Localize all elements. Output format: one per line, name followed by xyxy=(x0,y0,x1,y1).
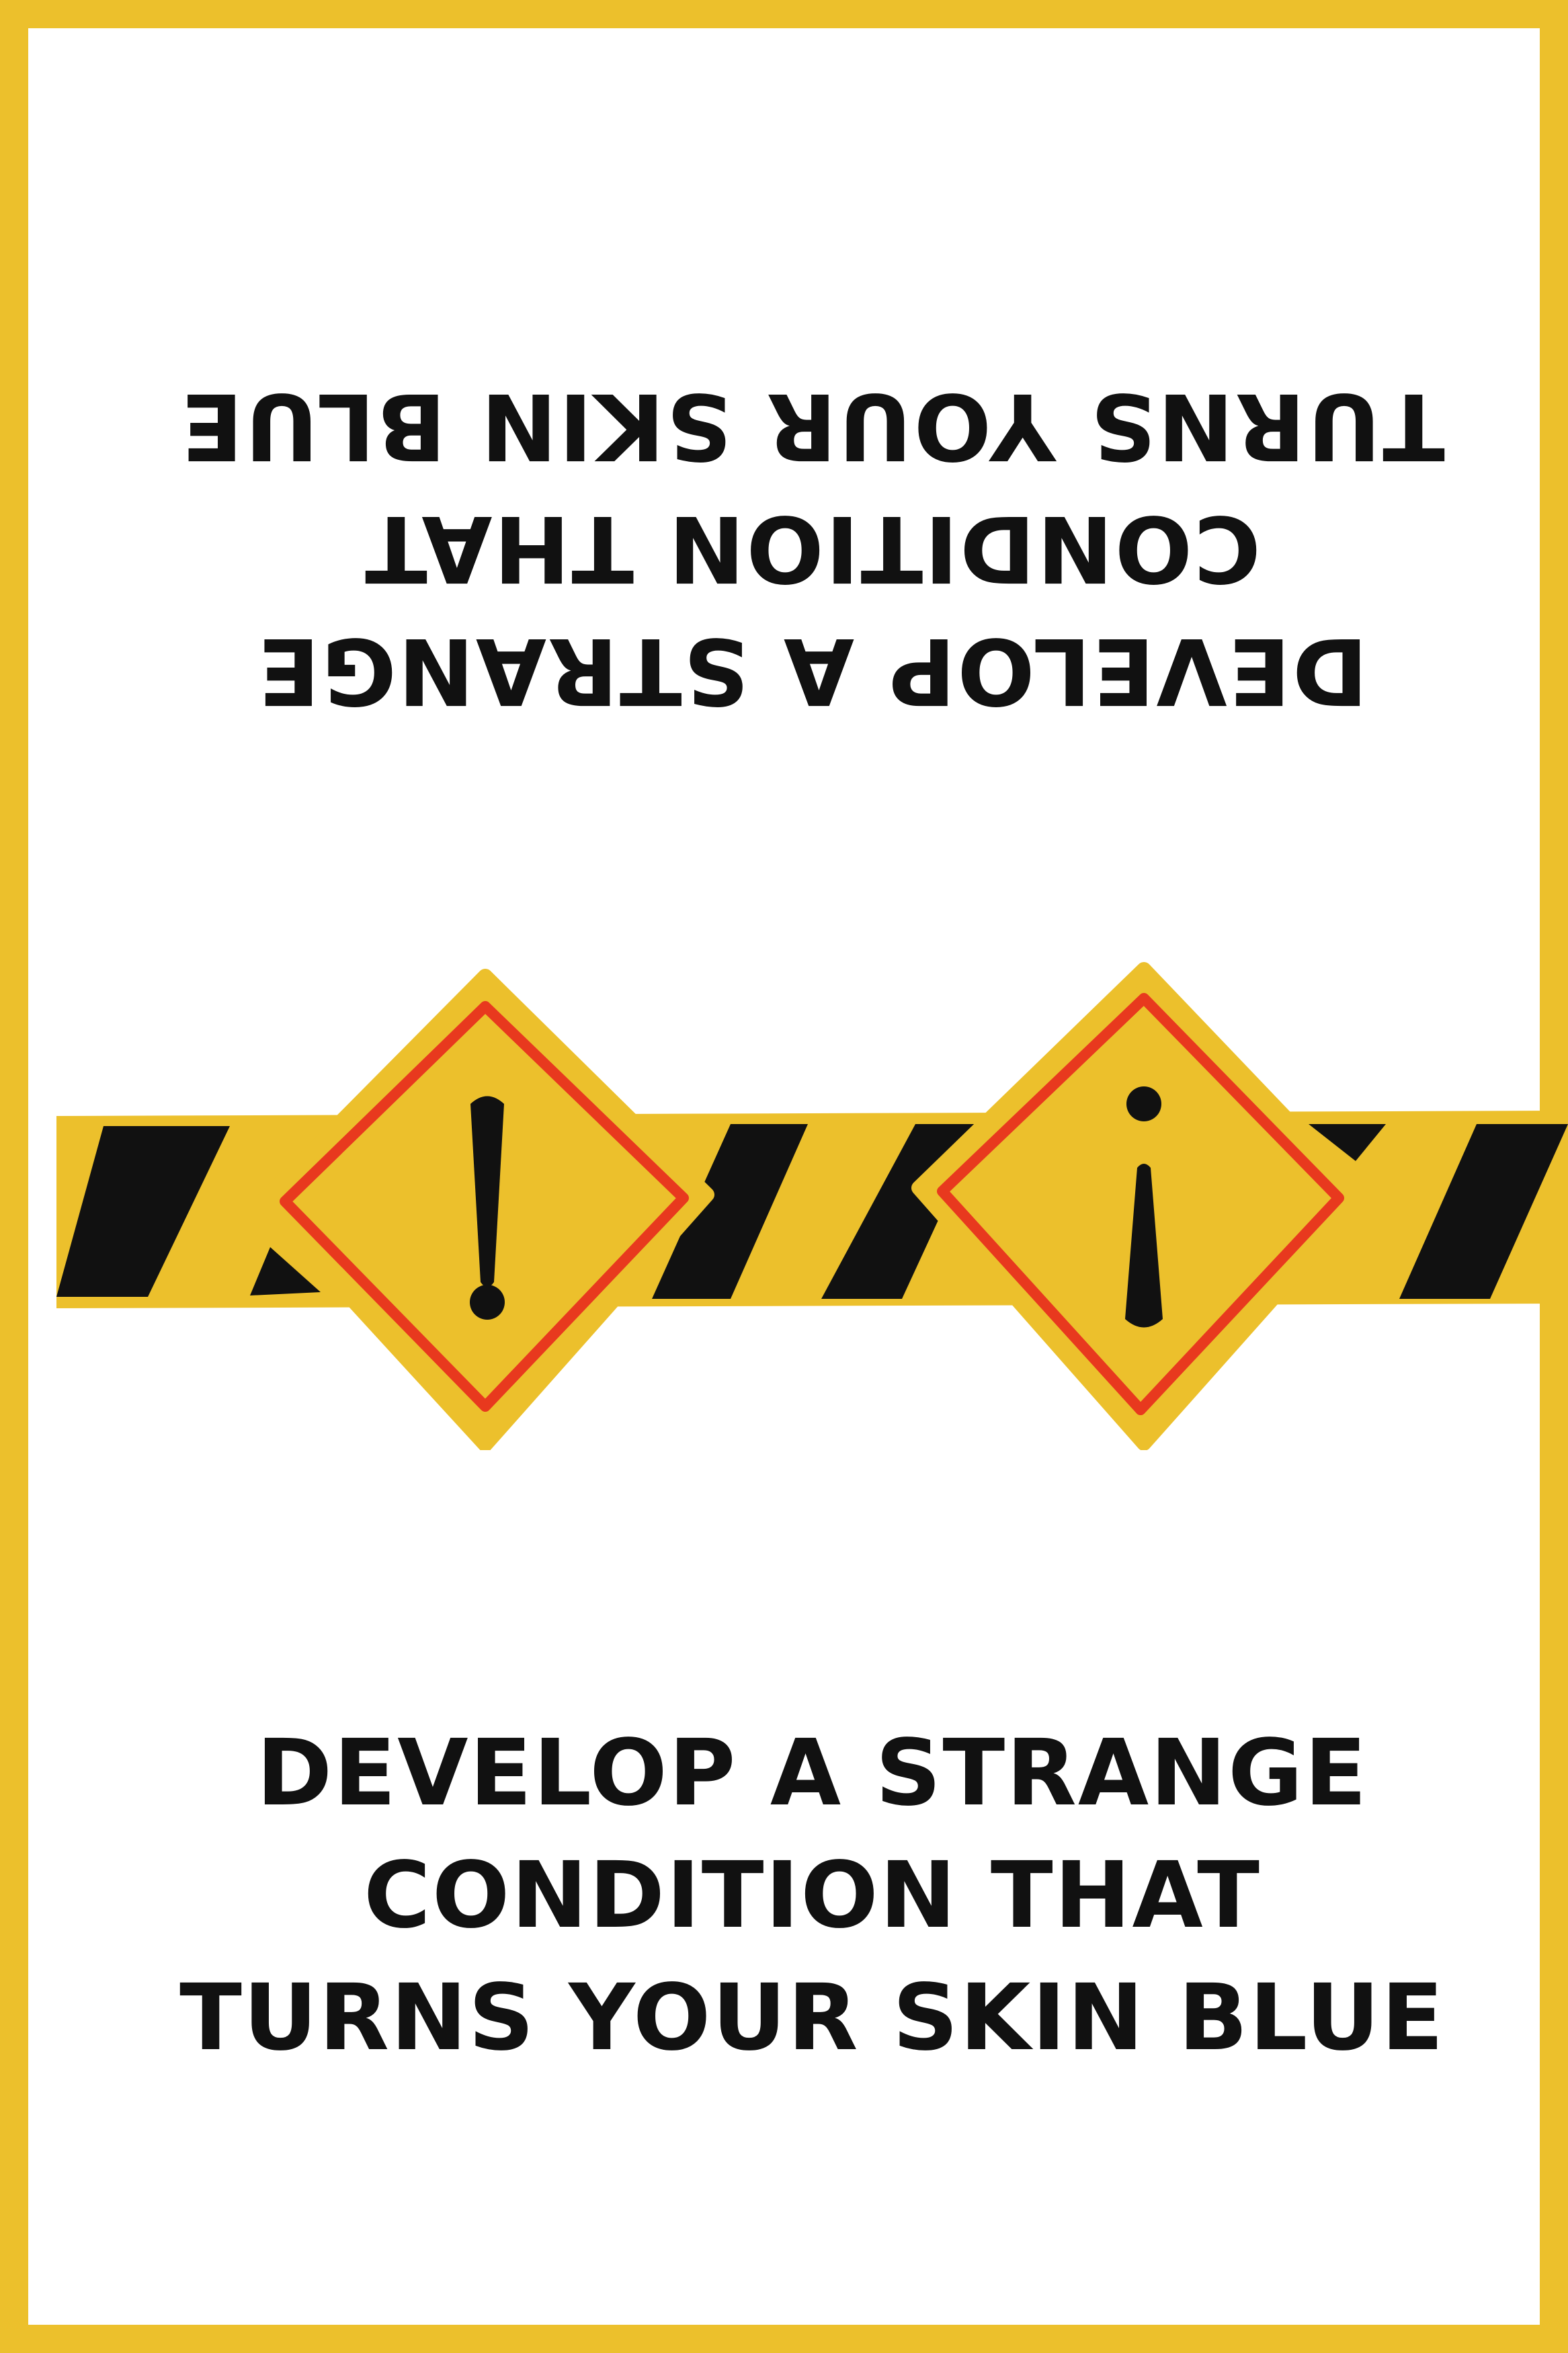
prompt: DEVELOP A STRANGE CONDITION THAT TURNS Y… xyxy=(28,1712,1568,2079)
prompt-inverted: DEVELOP A STRANGE CONDITION THAT TURNS Y… xyxy=(28,364,1568,731)
prompt-line: CONDITION THAT xyxy=(364,1843,1261,1949)
warning-sign xyxy=(911,962,1370,1450)
inverted-exclamation-icon xyxy=(1125,1086,1163,1328)
warning-sign xyxy=(255,969,714,1450)
prompt-line: TURNS YOUR SKIN BLUE xyxy=(179,1965,1445,2071)
prompt-line: DEVELOP A STRANGE xyxy=(256,1720,1368,1827)
caution-tape-graphic xyxy=(56,962,1568,1450)
tape-stripe xyxy=(652,1124,808,1299)
exclamation-icon xyxy=(470,1096,505,1320)
prompt-inverted-line: CONDITION THAT xyxy=(364,495,1261,601)
tape-stripe xyxy=(56,1126,230,1297)
tape-stripe xyxy=(250,1247,321,1295)
prompt-inverted-line: DEVELOP A STRANGE xyxy=(256,617,1368,723)
prompt-inverted-line: TURNS YOUR SKIN BLUE xyxy=(179,372,1445,479)
tape-stripe xyxy=(1309,1124,1386,1161)
tape-stripe xyxy=(1399,1124,1568,1299)
